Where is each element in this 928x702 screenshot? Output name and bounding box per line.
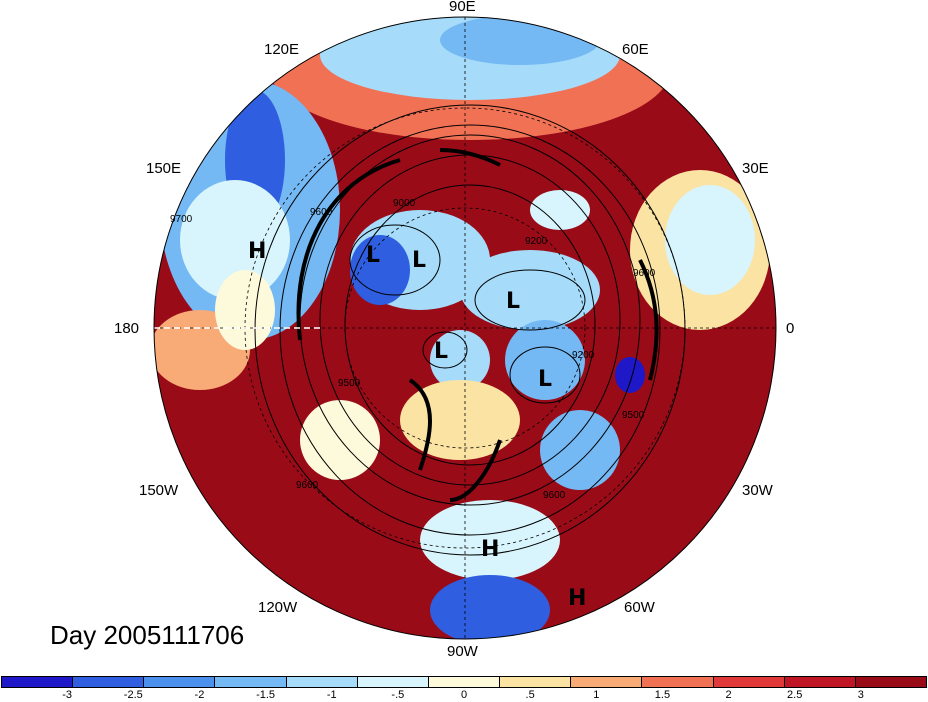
lon-label-60w: 60W <box>624 599 655 616</box>
colorbar-tick-label: -1.5 <box>256 689 276 701</box>
pressure-center: L <box>538 367 552 392</box>
pressure-center: L <box>506 289 520 314</box>
colorbar-tick-label: -2 <box>194 689 205 701</box>
contour-label: 9500 <box>338 378 361 389</box>
colorbar-tick-label: -1 <box>326 689 337 701</box>
pressure-center: H <box>568 586 586 611</box>
lon-label-60e: 60E <box>622 41 649 58</box>
colorbar-swatch <box>571 677 643 687</box>
colorbar-tick-label: 1.5 <box>654 689 671 701</box>
colorbar-tick-label: 2 <box>725 689 732 701</box>
colorbar-swatch <box>144 677 216 687</box>
colorbar-tick-label: -3 <box>62 689 73 701</box>
pressure-center: H <box>481 537 499 562</box>
map-title: Day 2005111706 <box>50 620 245 650</box>
pressure-center: L <box>412 248 426 273</box>
lon-label-30e: 30E <box>742 160 769 177</box>
colorbar-tick-label: -.5 <box>391 689 405 701</box>
contour-label: 9600 <box>633 268 656 279</box>
colorbar-swatch <box>428 677 501 687</box>
map-field <box>154 17 776 639</box>
colorbar <box>1 676 927 688</box>
lon-label-90e: 90E <box>449 0 476 15</box>
colorbar-tick-label: 3 <box>857 689 864 701</box>
colorbar-swatch <box>215 677 287 687</box>
colorbar-swatch <box>784 677 856 687</box>
colorbar-swatch <box>73 677 145 687</box>
contour-label: 9200 <box>572 350 595 361</box>
colorbar-tick-label: .5 <box>525 689 535 701</box>
lon-label-180: 180 <box>114 320 140 337</box>
contour-label: 9500 <box>622 410 645 421</box>
colorbar-tick-label: 2.5 <box>787 689 803 701</box>
pressure-center: H <box>248 239 266 264</box>
lon-label-0: 0 <box>786 320 795 337</box>
pressure-center: L <box>434 339 448 364</box>
colorbar-swatch <box>286 677 358 687</box>
colorbar-swatch <box>500 677 572 687</box>
colorbar-swatch <box>2 677 74 687</box>
lon-label-120w: 120W <box>258 599 298 616</box>
contour-label: 9700 <box>170 214 193 225</box>
colorbar-swatch <box>357 677 429 687</box>
colorbar-swatch <box>713 677 785 687</box>
colorbar-tick-label: -2.5 <box>123 689 143 701</box>
lon-label-90w: 90W <box>447 643 478 660</box>
colorbar-tick-label: 1 <box>593 689 600 701</box>
contour-label: 9600 <box>296 480 319 491</box>
lon-label-30w: 30W <box>742 482 773 499</box>
colorbar-swatch <box>642 677 714 687</box>
contour-label: 9200 <box>525 236 548 247</box>
lon-label-150e: 150E <box>146 160 182 177</box>
contour-label: 9600 <box>543 490 566 501</box>
lon-label-150w: 150W <box>139 482 179 499</box>
contour-label: 9000 <box>393 198 416 209</box>
pressure-center: L <box>366 243 380 268</box>
colorbar-swatch <box>855 677 927 687</box>
contour-label: 9600 <box>310 207 333 218</box>
lon-label-120e: 120E <box>264 41 300 58</box>
colorbar-tick-label: 0 <box>460 689 468 701</box>
